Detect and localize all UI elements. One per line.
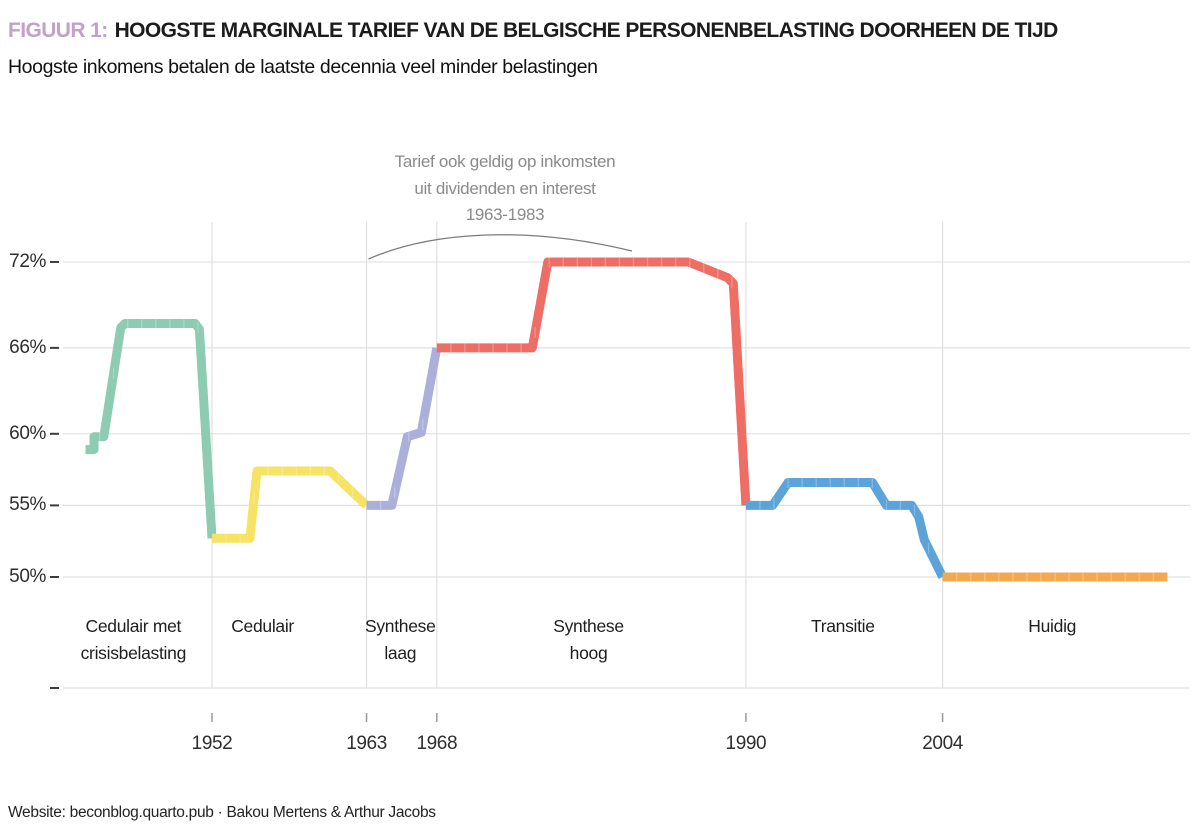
annotation-arc: [368, 234, 633, 260]
yearly-seams: [98, 256, 1154, 583]
figure-label: FIGUUR 1:: [8, 19, 108, 42]
figure-title-text: HOOGSTE MARGINALE TARIEF VAN DE BELGISCH…: [114, 19, 1059, 42]
series-line-transitie: [745, 478, 947, 579]
series-line-cedulair-met-crisisbelasting: [85, 319, 217, 539]
figure-title: FIGUUR 1: HOOGSTE MARGINALE TARIEF VAN DE…: [8, 19, 1058, 43]
vertical-gridlines: [211, 222, 944, 688]
x-axis-ticks: [211, 713, 944, 722]
horizontal-gridlines: [63, 261, 1190, 689]
figure-subtitle: Hoogste inkomens betalen de laatste dece…: [8, 56, 598, 78]
series-line-cedulair: [212, 466, 370, 543]
source-credit: Website: beconblog.quarto.pub · Bakou Me…: [8, 804, 436, 821]
series-line-synthese-laag: [366, 347, 442, 510]
y-axis-ticks: [50, 260, 59, 689]
series-line-synthese-hoog: [436, 257, 751, 506]
